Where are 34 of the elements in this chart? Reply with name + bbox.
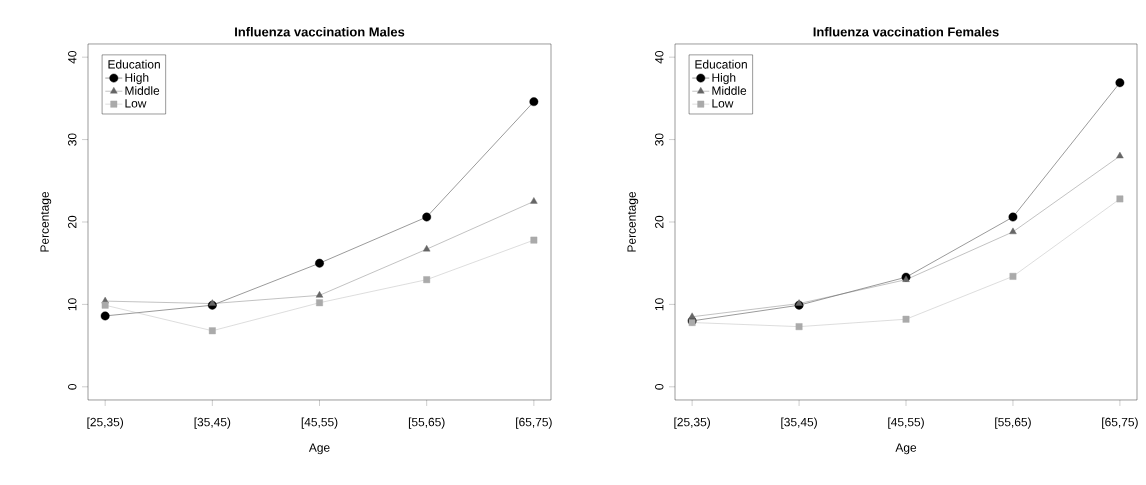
legend-label: High <box>125 73 149 85</box>
x-tick-label: [55,65) <box>995 417 1031 429</box>
x-tick-label: [45,55) <box>301 417 338 429</box>
y-tick-label: 0 <box>68 383 77 390</box>
x-tick-label: [25,35) <box>87 417 124 429</box>
legend-label: Low <box>712 99 734 108</box>
x-tick-label: [25,35) <box>674 417 710 429</box>
x-axis-title: Age <box>895 443 917 455</box>
chart-title: Influenza vaccination Females <box>813 26 999 37</box>
x-tick-label: [65,75) <box>516 417 552 429</box>
x-tick-label: [35,45) <box>781 417 817 429</box>
legend-label: Middle <box>125 86 160 95</box>
x-axis-title: Age <box>308 443 330 455</box>
y-tick-label: 40 <box>68 50 77 64</box>
legend-label: Middle <box>712 86 747 95</box>
y-tick-label: 30 <box>655 133 664 146</box>
y-axis-title: Percentage <box>40 191 52 252</box>
y-tick-label: 30 <box>68 133 77 146</box>
legend-label: High <box>712 73 736 85</box>
x-tick-label: [65,75) <box>1102 417 1138 429</box>
legend-label: Low <box>125 99 147 108</box>
y-tick-label: 10 <box>68 298 77 311</box>
y-tick-label: 0 <box>655 383 664 390</box>
y-tick-label: 10 <box>655 298 664 311</box>
y-axis-title: Percentage <box>627 191 639 252</box>
y-tick-label: 40 <box>655 50 664 64</box>
y-tick-label: 20 <box>68 215 77 229</box>
legend-title: Education <box>695 59 747 69</box>
chart-title: Influenza vaccination Males <box>235 26 405 37</box>
legend-title: Education <box>108 59 160 69</box>
y-tick-label: 20 <box>655 215 664 229</box>
x-tick-label: [55,65) <box>408 417 445 429</box>
x-tick-label: [45,55) <box>888 417 924 429</box>
x-tick-label: [35,45) <box>194 417 231 429</box>
